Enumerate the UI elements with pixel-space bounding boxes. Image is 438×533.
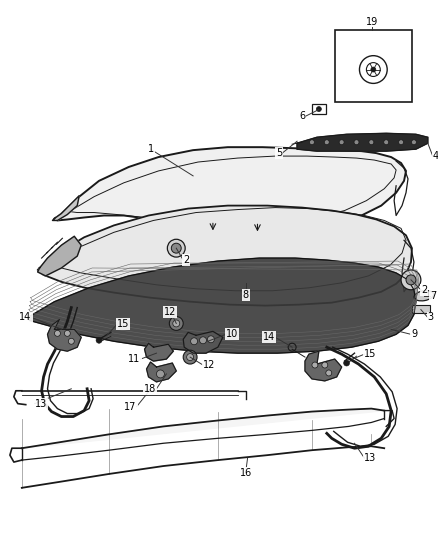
Bar (412, 305, 430, 312)
Polygon shape (28, 258, 416, 353)
Text: 1: 1 (148, 144, 154, 154)
Text: 12: 12 (203, 360, 215, 370)
Text: 16: 16 (240, 468, 252, 478)
Text: 5: 5 (276, 148, 282, 158)
Circle shape (316, 107, 321, 111)
Circle shape (354, 140, 359, 144)
Circle shape (208, 336, 214, 343)
Circle shape (371, 67, 376, 72)
Polygon shape (145, 343, 173, 361)
Text: 10: 10 (226, 329, 238, 340)
Circle shape (384, 140, 389, 144)
Text: 18: 18 (144, 384, 156, 394)
Circle shape (191, 338, 198, 345)
Text: 12: 12 (164, 306, 177, 317)
Text: 15: 15 (117, 319, 129, 329)
Circle shape (173, 320, 180, 327)
Polygon shape (147, 362, 176, 382)
Polygon shape (48, 319, 81, 351)
Text: 15: 15 (364, 349, 377, 359)
Polygon shape (183, 332, 223, 353)
Bar (312, 103, 326, 115)
Circle shape (310, 140, 314, 144)
Polygon shape (38, 206, 412, 305)
Circle shape (183, 350, 197, 364)
Circle shape (411, 140, 417, 144)
Polygon shape (297, 133, 428, 151)
Circle shape (200, 337, 206, 344)
Text: 2: 2 (421, 285, 427, 295)
Circle shape (369, 140, 374, 144)
Circle shape (326, 370, 332, 376)
Bar (335, 30, 412, 102)
Circle shape (187, 353, 194, 361)
Circle shape (54, 330, 60, 336)
Circle shape (68, 338, 74, 344)
Circle shape (322, 362, 328, 368)
Text: 2: 2 (183, 255, 190, 265)
Text: 14: 14 (19, 312, 32, 322)
Text: 11: 11 (128, 354, 141, 364)
Polygon shape (38, 236, 81, 276)
Circle shape (312, 362, 318, 368)
Circle shape (399, 140, 403, 144)
Text: 14: 14 (263, 332, 276, 342)
Polygon shape (22, 409, 384, 448)
Polygon shape (53, 196, 79, 221)
Text: 13: 13 (35, 399, 47, 409)
Text: 19: 19 (366, 18, 378, 27)
Circle shape (96, 337, 102, 343)
Polygon shape (54, 147, 406, 228)
Circle shape (167, 239, 185, 257)
Text: 7: 7 (430, 290, 436, 301)
Text: 4: 4 (433, 151, 438, 161)
Circle shape (344, 360, 350, 366)
Text: 8: 8 (243, 290, 249, 300)
Circle shape (324, 140, 329, 144)
Circle shape (401, 270, 421, 290)
Text: 9: 9 (411, 329, 417, 340)
Circle shape (406, 275, 416, 285)
Circle shape (339, 140, 344, 144)
Text: 3: 3 (428, 312, 434, 322)
Text: 17: 17 (124, 402, 137, 411)
Circle shape (171, 243, 181, 253)
Circle shape (64, 330, 71, 336)
Ellipse shape (414, 290, 434, 301)
Polygon shape (305, 351, 342, 381)
Circle shape (170, 317, 183, 330)
Text: 6: 6 (299, 111, 305, 122)
Circle shape (156, 370, 164, 378)
Text: 13: 13 (364, 453, 377, 463)
